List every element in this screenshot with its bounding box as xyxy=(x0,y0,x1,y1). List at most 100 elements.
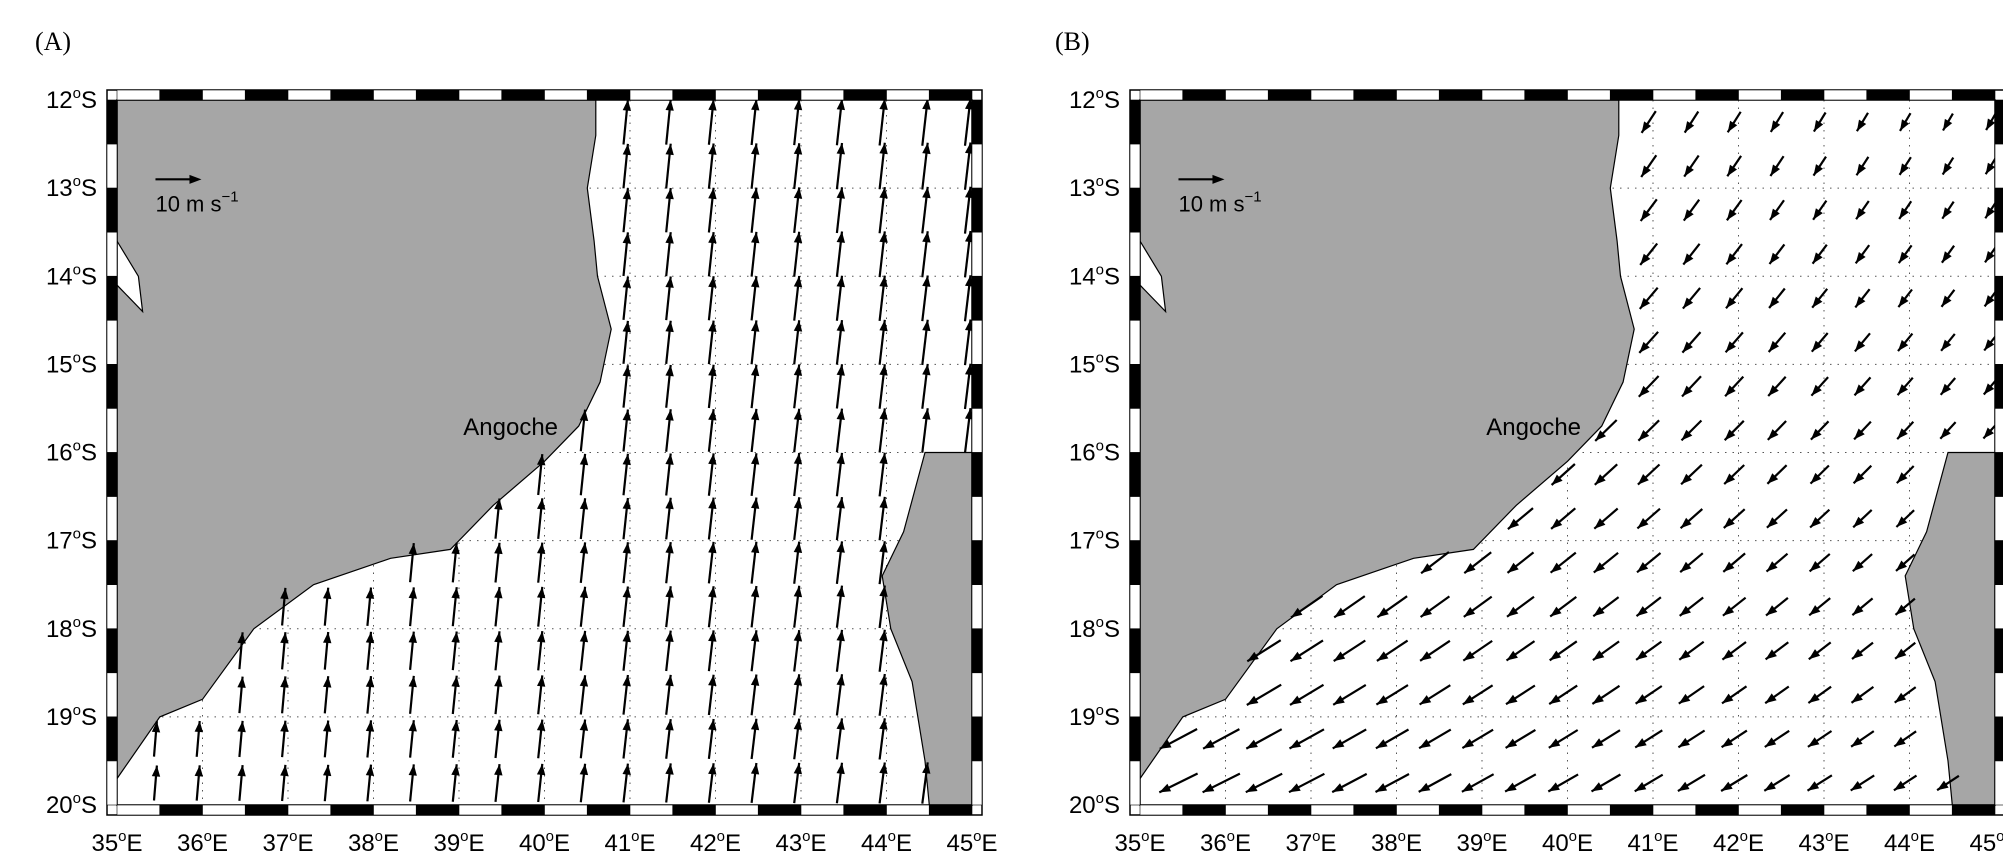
wind-arrow xyxy=(1245,728,1283,750)
wind-arrow xyxy=(579,763,589,803)
wind-arrow xyxy=(793,275,803,321)
wind-arrow xyxy=(1462,639,1493,662)
wind-arrow xyxy=(1639,198,1658,222)
wind-arrow xyxy=(835,674,845,716)
wind-arrow xyxy=(1376,639,1409,662)
lon-tick-label: 42oE xyxy=(690,828,741,857)
lon-tick-label: 41oE xyxy=(604,828,655,857)
wind-arrow xyxy=(1853,376,1872,397)
wind-arrow xyxy=(365,631,375,670)
wind-arrow xyxy=(1850,686,1875,704)
wind-arrow xyxy=(1290,594,1324,619)
wind-arrow xyxy=(1246,683,1282,706)
lat-tick-label: 20oS xyxy=(1069,790,1120,819)
lat-tick-label: 12oS xyxy=(1069,85,1120,114)
wind-arrow xyxy=(1375,684,1409,706)
wind-arrow xyxy=(1764,729,1790,748)
wind-arrow xyxy=(579,675,589,715)
wind-arrow xyxy=(494,675,503,715)
wind-arrow xyxy=(365,764,375,802)
wind-arrow xyxy=(1245,772,1283,794)
wind-arrow xyxy=(1893,774,1918,792)
wind-arrow xyxy=(963,319,972,366)
wind-arrow xyxy=(1726,155,1743,177)
wind-arrow xyxy=(622,143,631,189)
wind-arrow xyxy=(1638,331,1659,354)
wind-arrow xyxy=(408,720,417,758)
wind-arrow xyxy=(1854,332,1871,353)
wind-arrow xyxy=(1506,551,1535,574)
wind-arrow xyxy=(878,718,888,760)
wind-arrow xyxy=(1764,685,1790,705)
lat-tick-label: 12oS xyxy=(46,85,97,114)
wind-arrow xyxy=(1590,773,1621,793)
wind-arrow xyxy=(878,142,888,190)
wind-arrow xyxy=(1723,420,1745,441)
wind-arrow xyxy=(1375,728,1410,750)
wind-arrow xyxy=(1855,156,1870,176)
wind-arrow xyxy=(1723,464,1745,485)
wind-arrow xyxy=(750,630,760,672)
wind-arrow xyxy=(323,676,332,714)
wind-arrow xyxy=(1682,287,1701,310)
wind-arrow xyxy=(1726,111,1742,133)
wind-arrow xyxy=(494,586,503,627)
wind-arrow xyxy=(1202,772,1241,794)
wind-arrow xyxy=(750,541,760,584)
wind-arrow xyxy=(536,763,546,803)
wind-arrow xyxy=(1851,597,1874,616)
wind-arrow xyxy=(707,497,717,540)
wind-arrow xyxy=(963,230,972,278)
wind-arrow xyxy=(878,496,888,541)
wind-arrow xyxy=(1725,243,1743,265)
wind-arrow xyxy=(1724,375,1745,397)
wind-arrow xyxy=(707,763,717,803)
wind-arrow xyxy=(579,542,589,584)
wind-arrow xyxy=(1333,595,1366,619)
wind-arrow xyxy=(1677,729,1706,749)
wind-arrow xyxy=(1638,375,1660,398)
panel-a-label: (A) xyxy=(35,27,71,56)
wind-arrow xyxy=(1854,288,1871,309)
wind-arrow xyxy=(1764,641,1789,661)
wind-arrow xyxy=(1767,420,1787,441)
wind-arrow xyxy=(793,231,803,277)
wind-arrow xyxy=(665,409,674,452)
wind-arrow xyxy=(1594,419,1618,442)
wind-arrow xyxy=(1548,729,1579,749)
wind-arrow xyxy=(1288,728,1325,750)
wind-arrow xyxy=(1939,377,1957,396)
wind-arrow xyxy=(1681,331,1702,354)
wind-arrow xyxy=(707,453,717,496)
wind-arrow xyxy=(408,587,417,627)
wind-arrow xyxy=(1895,509,1915,528)
scale-arrow xyxy=(1178,174,1225,184)
madagascar xyxy=(881,451,972,805)
wind-arrow xyxy=(1638,286,1659,310)
wind-arrow xyxy=(1812,111,1827,133)
wind-arrow xyxy=(1852,464,1873,485)
wind-arrow xyxy=(878,364,888,409)
wind-arrow xyxy=(1550,507,1577,530)
wind-arrow xyxy=(793,364,803,409)
wind-arrow xyxy=(1853,420,1872,441)
wind-arrow xyxy=(793,320,803,365)
wind-arrow xyxy=(963,186,972,234)
wind-arrow xyxy=(194,765,203,801)
wind-arrow xyxy=(579,719,589,759)
wind-arrow xyxy=(665,364,674,408)
wind-arrow xyxy=(1721,641,1747,661)
wind-arrow xyxy=(1936,774,1960,792)
wind-arrow xyxy=(793,585,803,628)
wind-arrow xyxy=(835,364,845,409)
wind-arrow xyxy=(1289,639,1324,663)
wind-arrow xyxy=(707,408,717,452)
wind-arrow xyxy=(835,629,845,672)
wind-arrow xyxy=(835,541,845,585)
wind-arrow xyxy=(835,142,845,190)
wind-arrow xyxy=(323,764,332,802)
wind-arrow xyxy=(835,452,845,497)
wind-arrow xyxy=(1680,463,1703,486)
wind-arrow xyxy=(1808,553,1831,573)
wind-arrow xyxy=(1682,243,1701,266)
